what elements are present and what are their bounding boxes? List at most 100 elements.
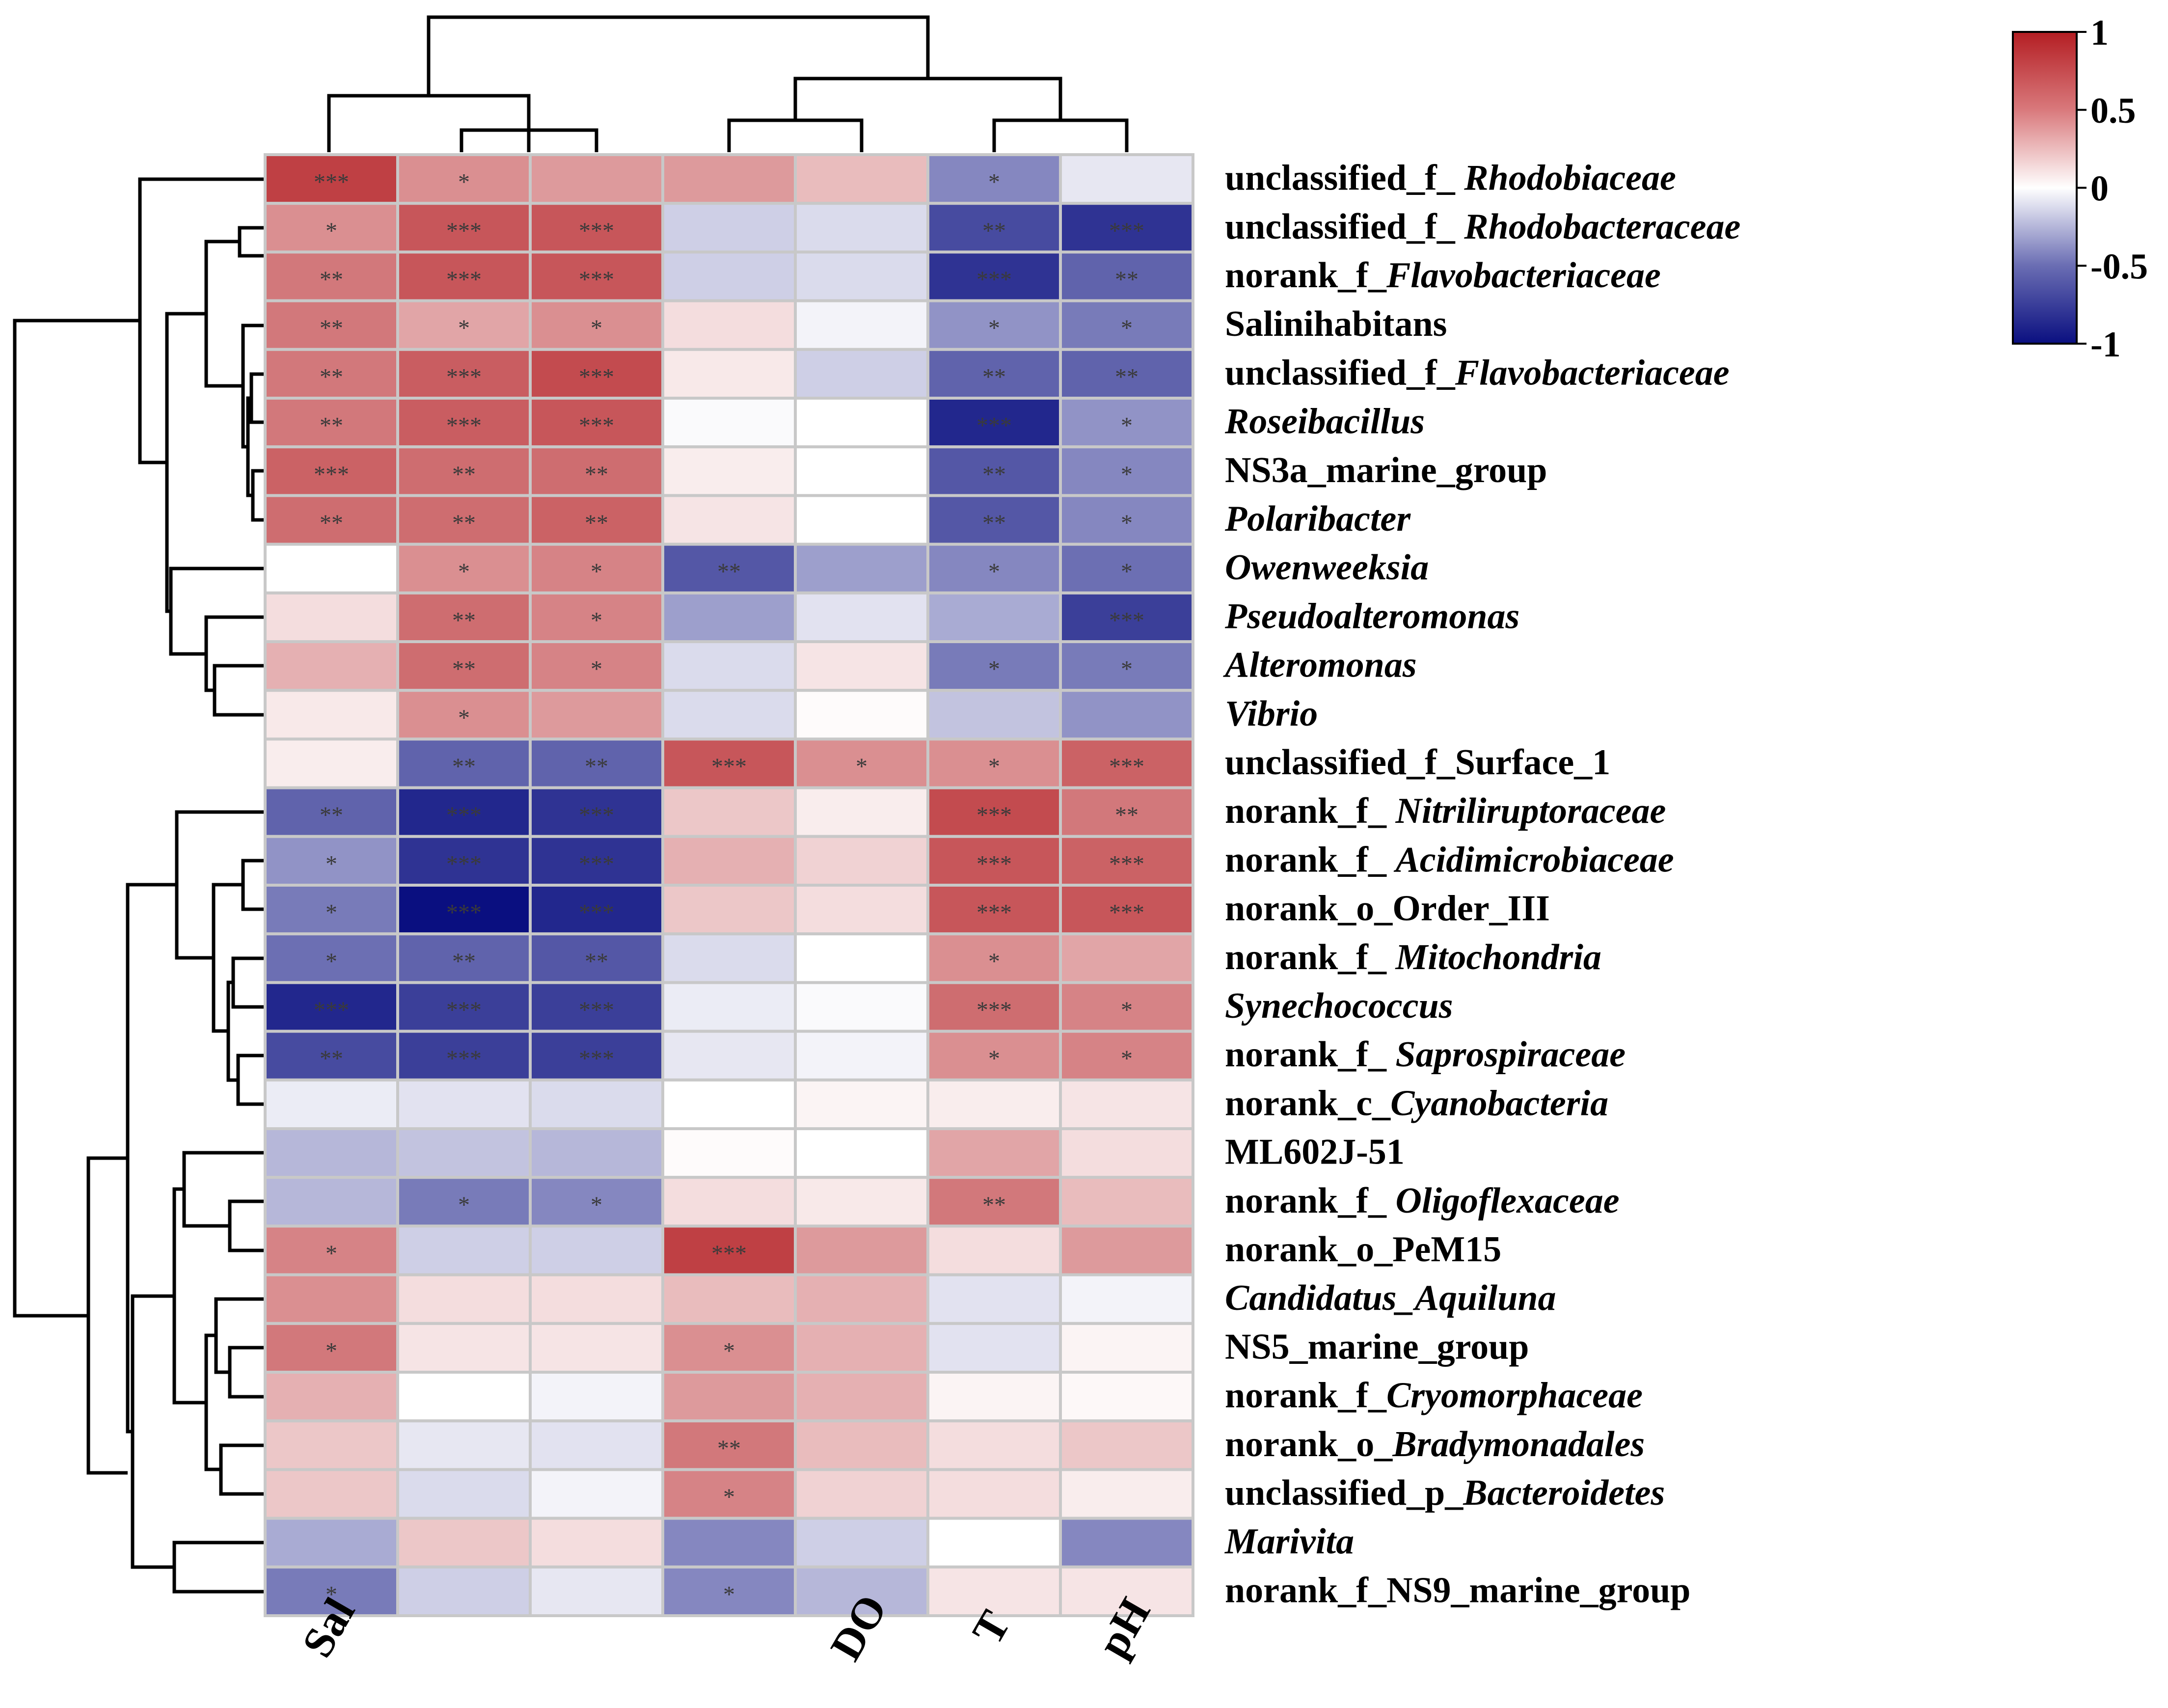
significance-star: *** xyxy=(579,900,614,926)
heatmap-cell xyxy=(396,1371,532,1423)
significance-star: ** xyxy=(320,364,343,390)
heatmap-cell xyxy=(1059,202,1194,254)
heatmap-cell xyxy=(396,689,532,741)
heatmap-cell xyxy=(1059,1224,1194,1276)
heatmap-cell xyxy=(661,932,797,984)
heatmap-cell xyxy=(529,445,664,497)
heatmap-cell xyxy=(926,1419,1062,1471)
heatmap-cell xyxy=(926,1127,1062,1179)
row-label: Roseibacillus xyxy=(1224,402,1425,442)
significance-star: *** xyxy=(976,851,1012,877)
significance-star: * xyxy=(591,607,602,633)
heatmap-cell xyxy=(396,348,532,400)
significance-star: * xyxy=(325,1581,337,1607)
heatmap-cell xyxy=(1059,153,1194,205)
significance-star: *** xyxy=(579,997,614,1023)
heatmap-cell xyxy=(926,786,1062,838)
heatmap-cell xyxy=(396,1224,532,1276)
heatmap-cell xyxy=(264,1273,399,1325)
heatmap-cell xyxy=(529,1517,664,1569)
heatmap-cell xyxy=(661,445,797,497)
heatmap-cell xyxy=(264,884,399,936)
row-label: norank_o_Bradymonadales xyxy=(1225,1424,1645,1464)
significance-star: *** xyxy=(1109,851,1144,877)
heatmap-cell xyxy=(926,1565,1062,1618)
heatmap-cell xyxy=(1059,1127,1194,1179)
significance-star: * xyxy=(325,218,337,244)
heatmap-cell xyxy=(661,1224,797,1276)
significance-star: * xyxy=(1121,1046,1133,1072)
row-label: norank_f_ Mitochondria xyxy=(1225,937,1601,977)
significance-star: * xyxy=(723,1338,735,1364)
heatmap-cell xyxy=(926,494,1062,546)
row-label: Alteromonas xyxy=(1223,645,1417,685)
heatmap-cells xyxy=(264,153,1194,1618)
significance-star: *** xyxy=(446,267,482,293)
significance-star: ** xyxy=(717,1436,741,1462)
heatmap-cell xyxy=(396,786,532,838)
heatmap-cell xyxy=(926,1273,1062,1325)
heatmap-cell xyxy=(264,348,399,400)
heatmap-cell xyxy=(926,737,1062,789)
heatmap-cell xyxy=(396,1078,532,1131)
heatmap-cell xyxy=(926,1224,1062,1276)
significance-star: ** xyxy=(585,461,608,488)
heatmap-cell xyxy=(661,737,797,789)
row-label: norank_f_Cryomorphaceae xyxy=(1225,1376,1643,1416)
heatmap-cell xyxy=(529,981,664,1033)
row-label: Pseudoalteromonas xyxy=(1224,596,1519,636)
significance-star: * xyxy=(325,1241,337,1267)
heatmap-cell xyxy=(794,1224,929,1276)
significance-star: * xyxy=(988,315,1000,341)
heatmap-cell xyxy=(1059,1468,1194,1520)
row-label: ML602J-51 xyxy=(1225,1132,1405,1172)
significance-star: *** xyxy=(446,900,482,926)
significance-star: * xyxy=(458,559,470,585)
colorbar: 1 0.5 0 -0.5 -1 xyxy=(2012,13,2148,365)
heatmap-cell xyxy=(661,1078,797,1131)
significance-star: ** xyxy=(452,607,476,633)
row-label: Synechococcus xyxy=(1225,986,1453,1026)
significance-star: *** xyxy=(446,413,482,439)
significance-star: *** xyxy=(446,997,482,1023)
significance-star: * xyxy=(458,169,470,195)
significance-star: *** xyxy=(711,754,747,780)
heatmap-cell xyxy=(264,1176,399,1228)
heatmap-cell xyxy=(661,299,797,351)
row-label: norank_f_ Acidimicrobiaceae xyxy=(1225,840,1674,880)
heatmap-cell xyxy=(661,494,797,546)
heatmap-cell xyxy=(396,1176,532,1228)
significance-star: *** xyxy=(579,364,614,390)
significance-star: ** xyxy=(1115,364,1138,390)
significance-star: *** xyxy=(1109,218,1144,244)
heatmap-cell xyxy=(529,348,664,400)
significance-star: *** xyxy=(1109,900,1144,926)
heatmap-cell xyxy=(396,1565,532,1618)
heatmap-cell xyxy=(529,1468,664,1520)
heatmap-cell xyxy=(396,1127,532,1179)
heatmap-cell xyxy=(926,1517,1062,1569)
heatmap-cell xyxy=(1059,348,1194,400)
significance-star: * xyxy=(1121,656,1133,682)
significance-star: *** xyxy=(976,413,1012,439)
heatmap-cell xyxy=(794,494,929,546)
significance-star: * xyxy=(988,656,1000,682)
significance-star: * xyxy=(988,169,1000,195)
significance-star: *** xyxy=(446,364,482,390)
heatmap-cell xyxy=(661,835,797,887)
heatmap-cell xyxy=(264,981,399,1033)
significance-marks: *** * ** *** *** ** ***** *** *** *** **** * * * *** **… xyxy=(314,169,1144,1608)
row-label: norank_f_Flavobacteriaceae xyxy=(1225,255,1661,296)
row-label: NS5_marine_group xyxy=(1225,1327,1529,1367)
row-label: Salinihabitans xyxy=(1225,304,1447,344)
significance-star: * xyxy=(988,1046,1000,1072)
heatmap-cell xyxy=(661,1565,797,1618)
significance-star: ** xyxy=(982,510,1006,536)
heatmap-cell xyxy=(529,1176,664,1228)
heatmap-cell xyxy=(529,494,664,546)
heatmap-cell xyxy=(529,202,664,254)
heatmap-cell xyxy=(1059,835,1194,887)
significance-star: *** xyxy=(446,1046,482,1072)
heatmap-cell xyxy=(661,250,797,302)
